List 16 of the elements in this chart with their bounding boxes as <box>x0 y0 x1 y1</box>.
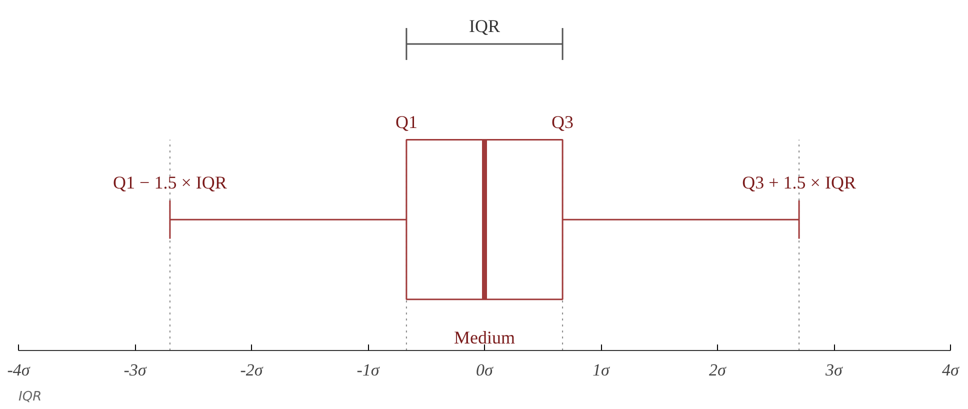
text: Q1 <box>395 112 418 132</box>
x-tick-label: -1σ <box>356 360 380 380</box>
x-tick-label: 4σ <box>942 360 960 380</box>
x-tick-label: 0σ <box>476 360 494 380</box>
x-tick-label: 2σ <box>709 360 727 380</box>
x-tick-label: -3σ <box>124 360 147 380</box>
x-tick-label: 3σ <box>824 360 844 380</box>
x-tick-label: -4σ <box>7 360 30 380</box>
text: IQR <box>18 390 42 404</box>
annotation: Q3 + 1.5 × IQR <box>742 172 856 192</box>
annotation: Medium <box>454 327 515 348</box>
x-tick-label: -2σ <box>240 360 264 380</box>
text: Q3 <box>552 112 574 132</box>
text: IQR <box>469 16 500 36</box>
annotation: Q1 − 1.5 × IQR <box>113 172 227 192</box>
x-tick-label: 1σ <box>592 360 610 380</box>
